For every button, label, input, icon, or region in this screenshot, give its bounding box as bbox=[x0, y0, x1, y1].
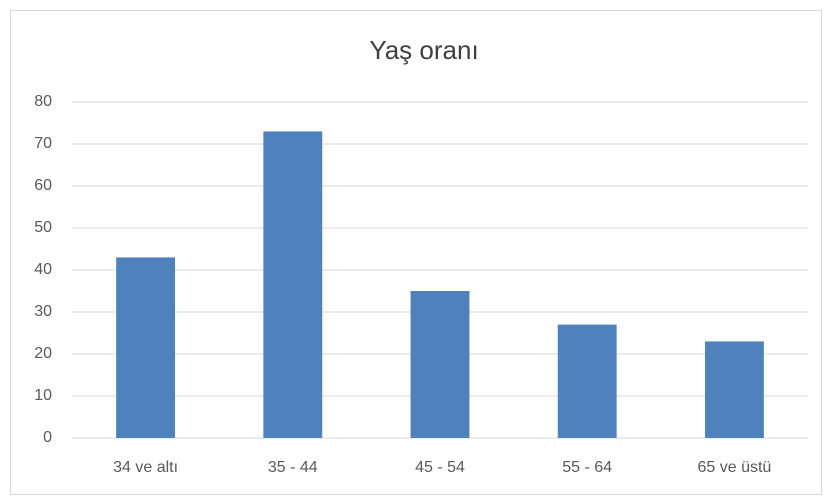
y-tick-label: 50 bbox=[34, 219, 52, 236]
y-tick-label: 10 bbox=[34, 387, 52, 404]
x-tick-label: 35 - 44 bbox=[268, 459, 318, 476]
x-tick-label: 34 ve altı bbox=[113, 459, 178, 476]
bar bbox=[410, 291, 470, 438]
x-tick-label: 65 ve üstü bbox=[697, 459, 771, 476]
x-tick-label: 55 - 64 bbox=[562, 459, 612, 476]
y-tick-label: 70 bbox=[34, 135, 52, 152]
x-tick-label: 45 - 54 bbox=[415, 459, 465, 476]
y-tick-label: 0 bbox=[43, 429, 52, 446]
y-tick-label: 40 bbox=[34, 261, 52, 278]
y-tick-label: 20 bbox=[34, 345, 52, 362]
bar bbox=[557, 324, 617, 438]
chart-title: Yaş oranı bbox=[369, 35, 478, 65]
y-tick-label: 80 bbox=[34, 93, 52, 110]
y-tick-label: 60 bbox=[34, 177, 52, 194]
bar bbox=[704, 341, 764, 438]
bar bbox=[263, 131, 323, 438]
bar bbox=[116, 257, 176, 438]
y-tick-label: 30 bbox=[34, 303, 52, 320]
